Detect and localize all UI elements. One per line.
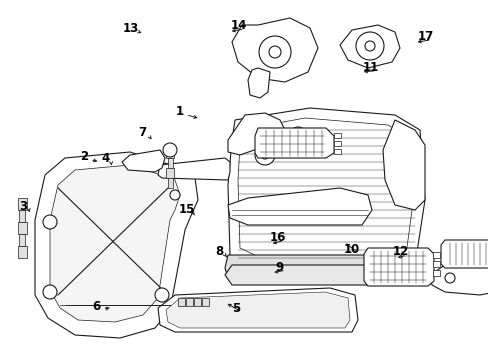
Polygon shape [238,118,413,264]
Circle shape [254,145,274,165]
Polygon shape [165,292,349,328]
Circle shape [444,273,454,283]
Polygon shape [178,298,184,306]
Circle shape [43,285,57,299]
Text: 7: 7 [139,126,146,139]
Polygon shape [19,234,25,246]
Text: 4: 4 [101,152,109,165]
Text: 9: 9 [275,261,283,274]
Polygon shape [167,178,172,188]
Text: 6: 6 [93,300,101,313]
Circle shape [259,36,290,68]
Polygon shape [165,148,174,158]
Circle shape [155,288,169,302]
Polygon shape [202,298,208,306]
Polygon shape [432,252,439,258]
Polygon shape [227,188,371,225]
Text: 10: 10 [343,243,360,256]
Text: 1: 1 [176,105,183,118]
Polygon shape [165,168,174,178]
Polygon shape [224,265,421,285]
Circle shape [364,41,374,51]
Polygon shape [18,198,26,210]
Polygon shape [333,133,340,138]
Polygon shape [50,165,180,322]
Polygon shape [18,246,26,258]
Circle shape [170,190,180,200]
Polygon shape [158,288,357,332]
Polygon shape [247,68,269,98]
Polygon shape [429,262,488,295]
Polygon shape [333,141,340,146]
Circle shape [261,151,268,159]
Polygon shape [167,158,172,168]
Polygon shape [227,108,424,275]
Text: 13: 13 [122,22,139,35]
Polygon shape [339,25,399,68]
Circle shape [289,127,305,143]
Polygon shape [440,240,488,268]
Polygon shape [254,128,333,158]
Polygon shape [19,210,25,222]
Text: 15: 15 [178,203,195,216]
Circle shape [43,215,57,229]
Polygon shape [35,152,198,338]
Text: 11: 11 [362,61,378,74]
Polygon shape [158,158,229,180]
Polygon shape [227,113,285,155]
Text: 17: 17 [416,30,433,43]
Circle shape [268,46,281,58]
Circle shape [355,32,383,60]
Polygon shape [224,255,424,278]
Text: 5: 5 [231,302,239,315]
Polygon shape [432,261,439,267]
Text: 16: 16 [269,231,285,244]
Text: 8: 8 [215,246,223,258]
Polygon shape [333,149,340,154]
Polygon shape [122,150,164,172]
Text: 3: 3 [19,201,27,213]
Polygon shape [185,298,193,306]
Polygon shape [238,118,413,264]
Polygon shape [363,248,433,286]
Polygon shape [231,18,317,82]
Polygon shape [18,222,26,234]
Circle shape [294,132,301,138]
Polygon shape [382,120,424,210]
Text: 14: 14 [230,19,246,32]
Text: 2: 2 [80,150,88,163]
Polygon shape [432,270,439,276]
Circle shape [163,143,177,157]
Polygon shape [194,298,201,306]
Text: 12: 12 [392,246,408,258]
